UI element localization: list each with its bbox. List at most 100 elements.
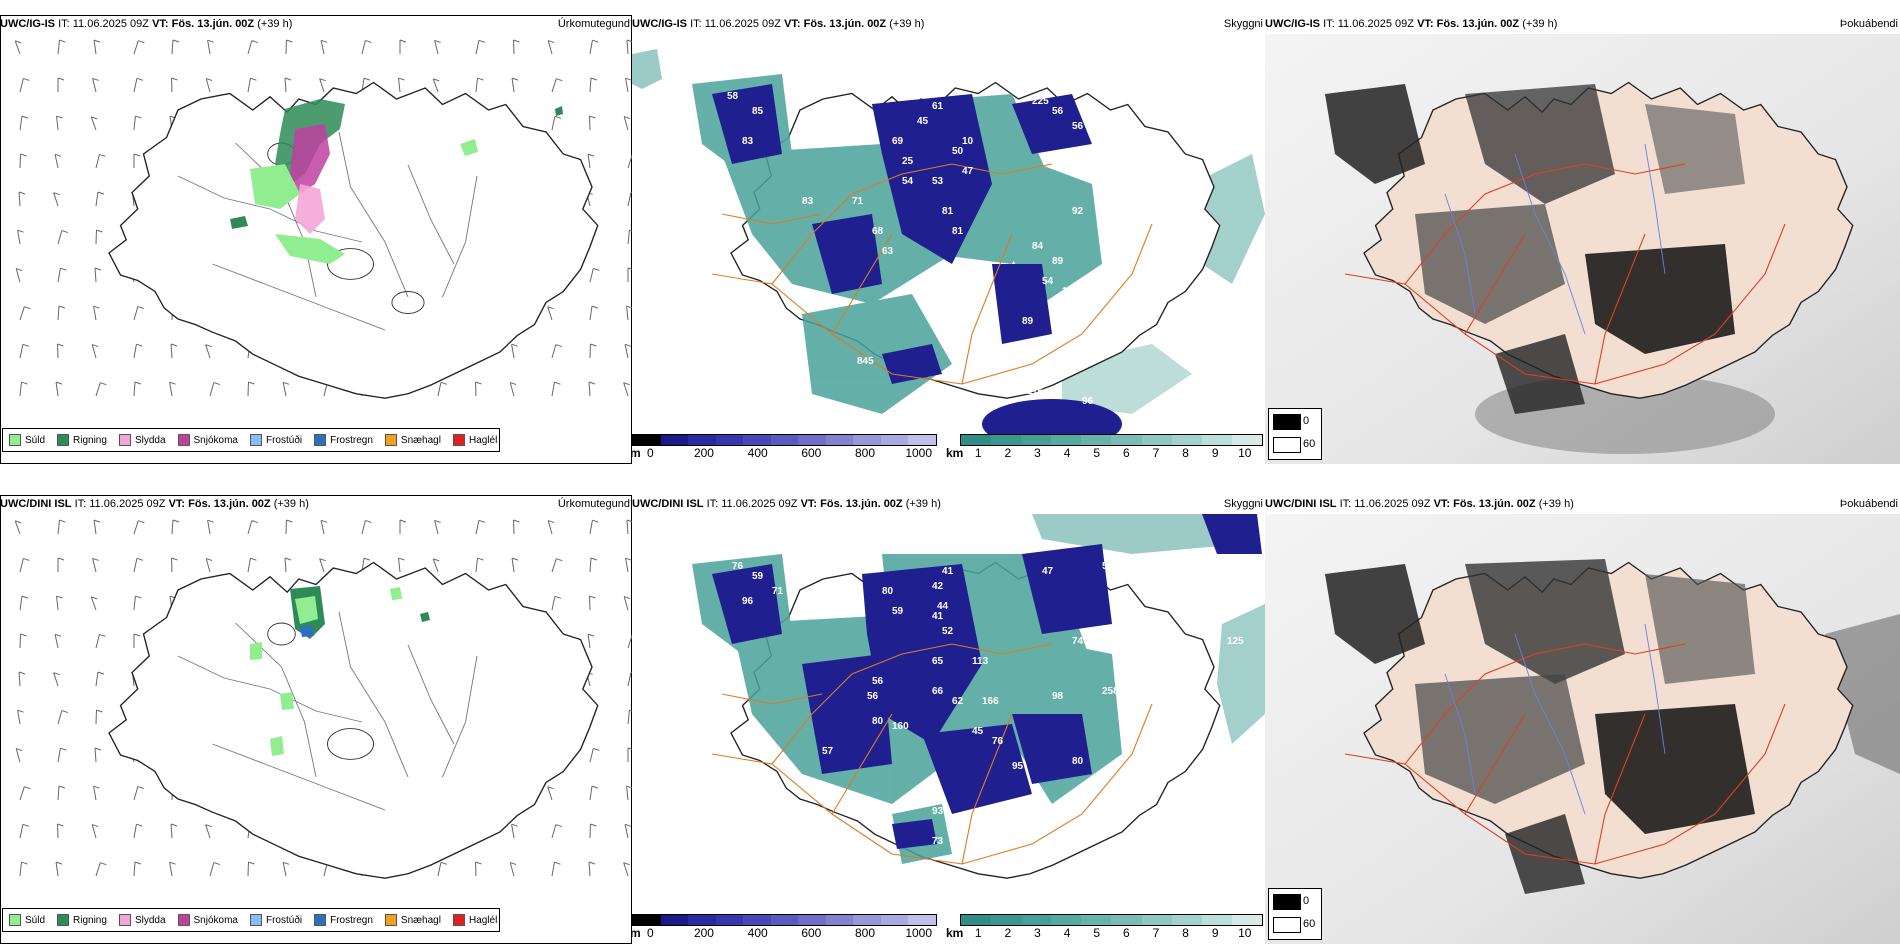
colorbar-segment [1201,915,1232,925]
wind-barb [589,785,599,801]
colorbar-tick-label: 1 [974,926,982,940]
wind-barb [513,519,520,535]
colorbar-segment [908,915,937,925]
colorbar-segment [1201,435,1232,445]
it-label: IT: [1339,498,1352,510]
precip-map [0,514,632,914]
cloud-base-value: 69 [1127,606,1139,617]
panel-header: UWC/IG-IS IT: 11.06.2025 09Z VT: Fös. 13… [0,14,632,34]
cloud-base-value: 69 [892,136,904,147]
legend-label: Snæhagl [400,914,441,926]
it-label: IT: [1323,18,1335,30]
legend-swatch [249,914,262,926]
wind-barb [54,153,62,169]
legend-item: Snæhagl [384,914,441,926]
wind-barb [207,39,214,55]
cloud-base-value: 63 [1152,586,1164,597]
colorbar-segment [770,435,799,445]
colorbar-ticks: 1 2 3 4 5 6 7 8 9 10 [960,446,1263,460]
cloud-base-value: 30 [712,226,724,237]
colorbar-tick-label: 200 [693,926,714,940]
wind-barb [284,557,292,573]
model-name: UWC/IG-IS [632,18,687,30]
wind-barb [398,557,405,573]
legend-item: Súld [9,914,45,926]
colorbar-segment [853,435,881,445]
cloud-base-value: 54 [902,176,914,187]
cloud-base-value: 57 [822,746,834,757]
colorbar-segment [798,435,826,445]
visibility-panel-1: UWC/IG-IS IT: 11.06.2025 09Z VT: Fös. 13… [632,14,1265,464]
road-network [711,643,1153,865]
wind-barb [627,747,632,762]
colorbar-tick-label: 8 [1182,926,1189,940]
cloud-base-value: 113 [972,656,989,667]
wind-barb [133,786,145,801]
wind-barb [475,861,482,877]
wind-barb [432,78,440,93]
wind-barb [509,862,517,877]
cloud-base-value: 71 [852,196,864,207]
wind-barb [171,557,178,573]
legend-item: Snjókoma [177,434,238,446]
colorbar-segment [961,435,992,445]
legend-item: Frostúði [249,434,302,446]
wind-barb [319,558,326,573]
legend-label: Rigning [73,434,107,446]
wind-barb [133,40,145,55]
wind-barb [17,709,24,725]
fog-legend-low-swatch [1273,894,1301,910]
colorbar-tick-label: 5 [1093,446,1101,460]
wind-barb [588,381,596,397]
wind-barb [625,77,632,93]
colorbar-segment [991,915,1022,925]
colorbar-tick-label: 9 [1211,926,1219,940]
wind-barb [133,823,143,839]
fog-legend: 0 60 [1268,408,1322,460]
colorbar-segment [1081,915,1112,925]
colorbar-segment [1081,435,1112,445]
legend-item: Frostregn [314,914,373,926]
cloud-base-value: 61 [932,101,944,112]
cloud-base-value: 66 [932,686,944,697]
legend-item: Frostúði [249,914,302,926]
precip-type-legend: Súld Rigning Slydda Snjókoma Frostúði Fr… [2,428,500,452]
panel-header: UWC/DINI ISL IT: 11.06.2025 09Z VT: Fös.… [1265,494,1900,514]
colorbar-tick-label: 10 [1238,926,1252,940]
cloud-base-value: 56 [867,691,879,702]
legend-label: Snjókoma [193,434,238,446]
wind-barb [133,381,142,397]
wind-barb [547,306,554,321]
cloud-base-value: 52 [942,626,954,637]
wind-barb [547,40,555,55]
colorbar-segment [743,915,771,925]
it-value: 11.06.2025 09Z [704,18,781,30]
vt-label: VT: [1417,18,1434,30]
wind-barb [285,519,293,535]
wind-barb [624,823,632,839]
wind-barb [247,557,257,573]
cloud-base-value: 53 [932,176,944,187]
road-network [1344,163,1786,385]
parameter-title: Úrkomutegund [557,18,630,30]
wind-barb [133,861,142,877]
parameter-title: Þokuábendi [1839,18,1898,30]
cloud-base-value: 166 [982,696,999,707]
wind-barb [282,861,290,877]
model-name: UWC/DINI ISL [632,498,704,510]
colorbar-segment [1231,435,1262,445]
wind-barb [547,786,554,801]
fog-legend-low-label: 0 [1303,895,1310,907]
wind-barb [56,115,63,131]
cloud-base-value: 62 [952,696,964,707]
fog-map-svg [1265,514,1900,944]
wind-barb [53,672,60,687]
fog-legend-high-swatch [1273,437,1301,453]
cloud-base-value: 50 [952,146,964,157]
cloud-base-value: 47 [1042,566,1054,577]
model-name: UWC/DINI ISL [1265,498,1337,510]
wind-barb [169,381,176,397]
wind-barb [53,192,60,207]
colorbar-segment [825,915,854,925]
wind-barb [171,519,180,535]
